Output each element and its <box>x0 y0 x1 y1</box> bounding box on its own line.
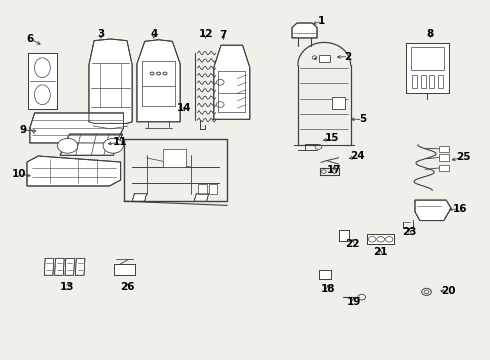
Text: 14: 14 <box>177 103 192 113</box>
Bar <box>209 184 217 194</box>
Bar <box>439 154 449 161</box>
Text: 15: 15 <box>325 133 340 143</box>
Polygon shape <box>60 134 122 155</box>
Polygon shape <box>27 156 121 186</box>
Text: 6: 6 <box>27 34 34 44</box>
Polygon shape <box>406 43 449 93</box>
Polygon shape <box>214 45 250 119</box>
Bar <box>439 146 449 153</box>
Text: 11: 11 <box>113 137 127 147</box>
Bar <box>411 46 444 70</box>
Polygon shape <box>132 194 147 201</box>
Polygon shape <box>194 194 209 201</box>
Text: 2: 2 <box>344 51 352 62</box>
Text: 25: 25 <box>456 152 471 162</box>
Text: 22: 22 <box>345 239 360 249</box>
Bar <box>198 184 207 194</box>
Polygon shape <box>319 270 331 279</box>
Bar <box>332 96 345 109</box>
Text: 8: 8 <box>427 28 434 39</box>
Text: 3: 3 <box>98 28 104 39</box>
Polygon shape <box>89 39 132 123</box>
Bar <box>429 75 434 87</box>
Text: 18: 18 <box>320 284 335 294</box>
Polygon shape <box>75 258 85 275</box>
Text: 4: 4 <box>150 28 157 39</box>
Polygon shape <box>339 230 349 241</box>
Circle shape <box>57 138 78 153</box>
Polygon shape <box>137 40 180 122</box>
Text: 5: 5 <box>359 114 366 124</box>
Text: 26: 26 <box>120 282 135 292</box>
Text: 12: 12 <box>198 29 213 39</box>
Polygon shape <box>292 23 317 38</box>
Polygon shape <box>44 258 54 275</box>
Text: 21: 21 <box>373 247 388 257</box>
Bar <box>413 75 417 87</box>
Polygon shape <box>55 258 64 275</box>
Polygon shape <box>28 53 57 109</box>
Text: 9: 9 <box>20 125 27 135</box>
Text: 10: 10 <box>12 169 26 179</box>
Polygon shape <box>114 264 135 275</box>
Text: 19: 19 <box>346 297 361 307</box>
Polygon shape <box>30 113 123 143</box>
Text: 24: 24 <box>350 151 365 161</box>
Text: 20: 20 <box>441 286 456 296</box>
Text: 17: 17 <box>327 166 342 175</box>
Bar <box>439 165 449 171</box>
Text: 1: 1 <box>318 16 325 26</box>
Polygon shape <box>415 200 451 221</box>
Text: 16: 16 <box>453 204 467 214</box>
Bar <box>319 55 330 62</box>
Bar <box>124 139 227 201</box>
Text: 7: 7 <box>220 30 227 40</box>
Polygon shape <box>65 258 74 275</box>
Circle shape <box>103 138 123 153</box>
Bar <box>163 149 186 167</box>
Text: 13: 13 <box>60 282 74 292</box>
Polygon shape <box>368 234 394 244</box>
Text: 23: 23 <box>402 227 417 237</box>
Bar <box>438 75 442 87</box>
Bar <box>421 75 426 87</box>
